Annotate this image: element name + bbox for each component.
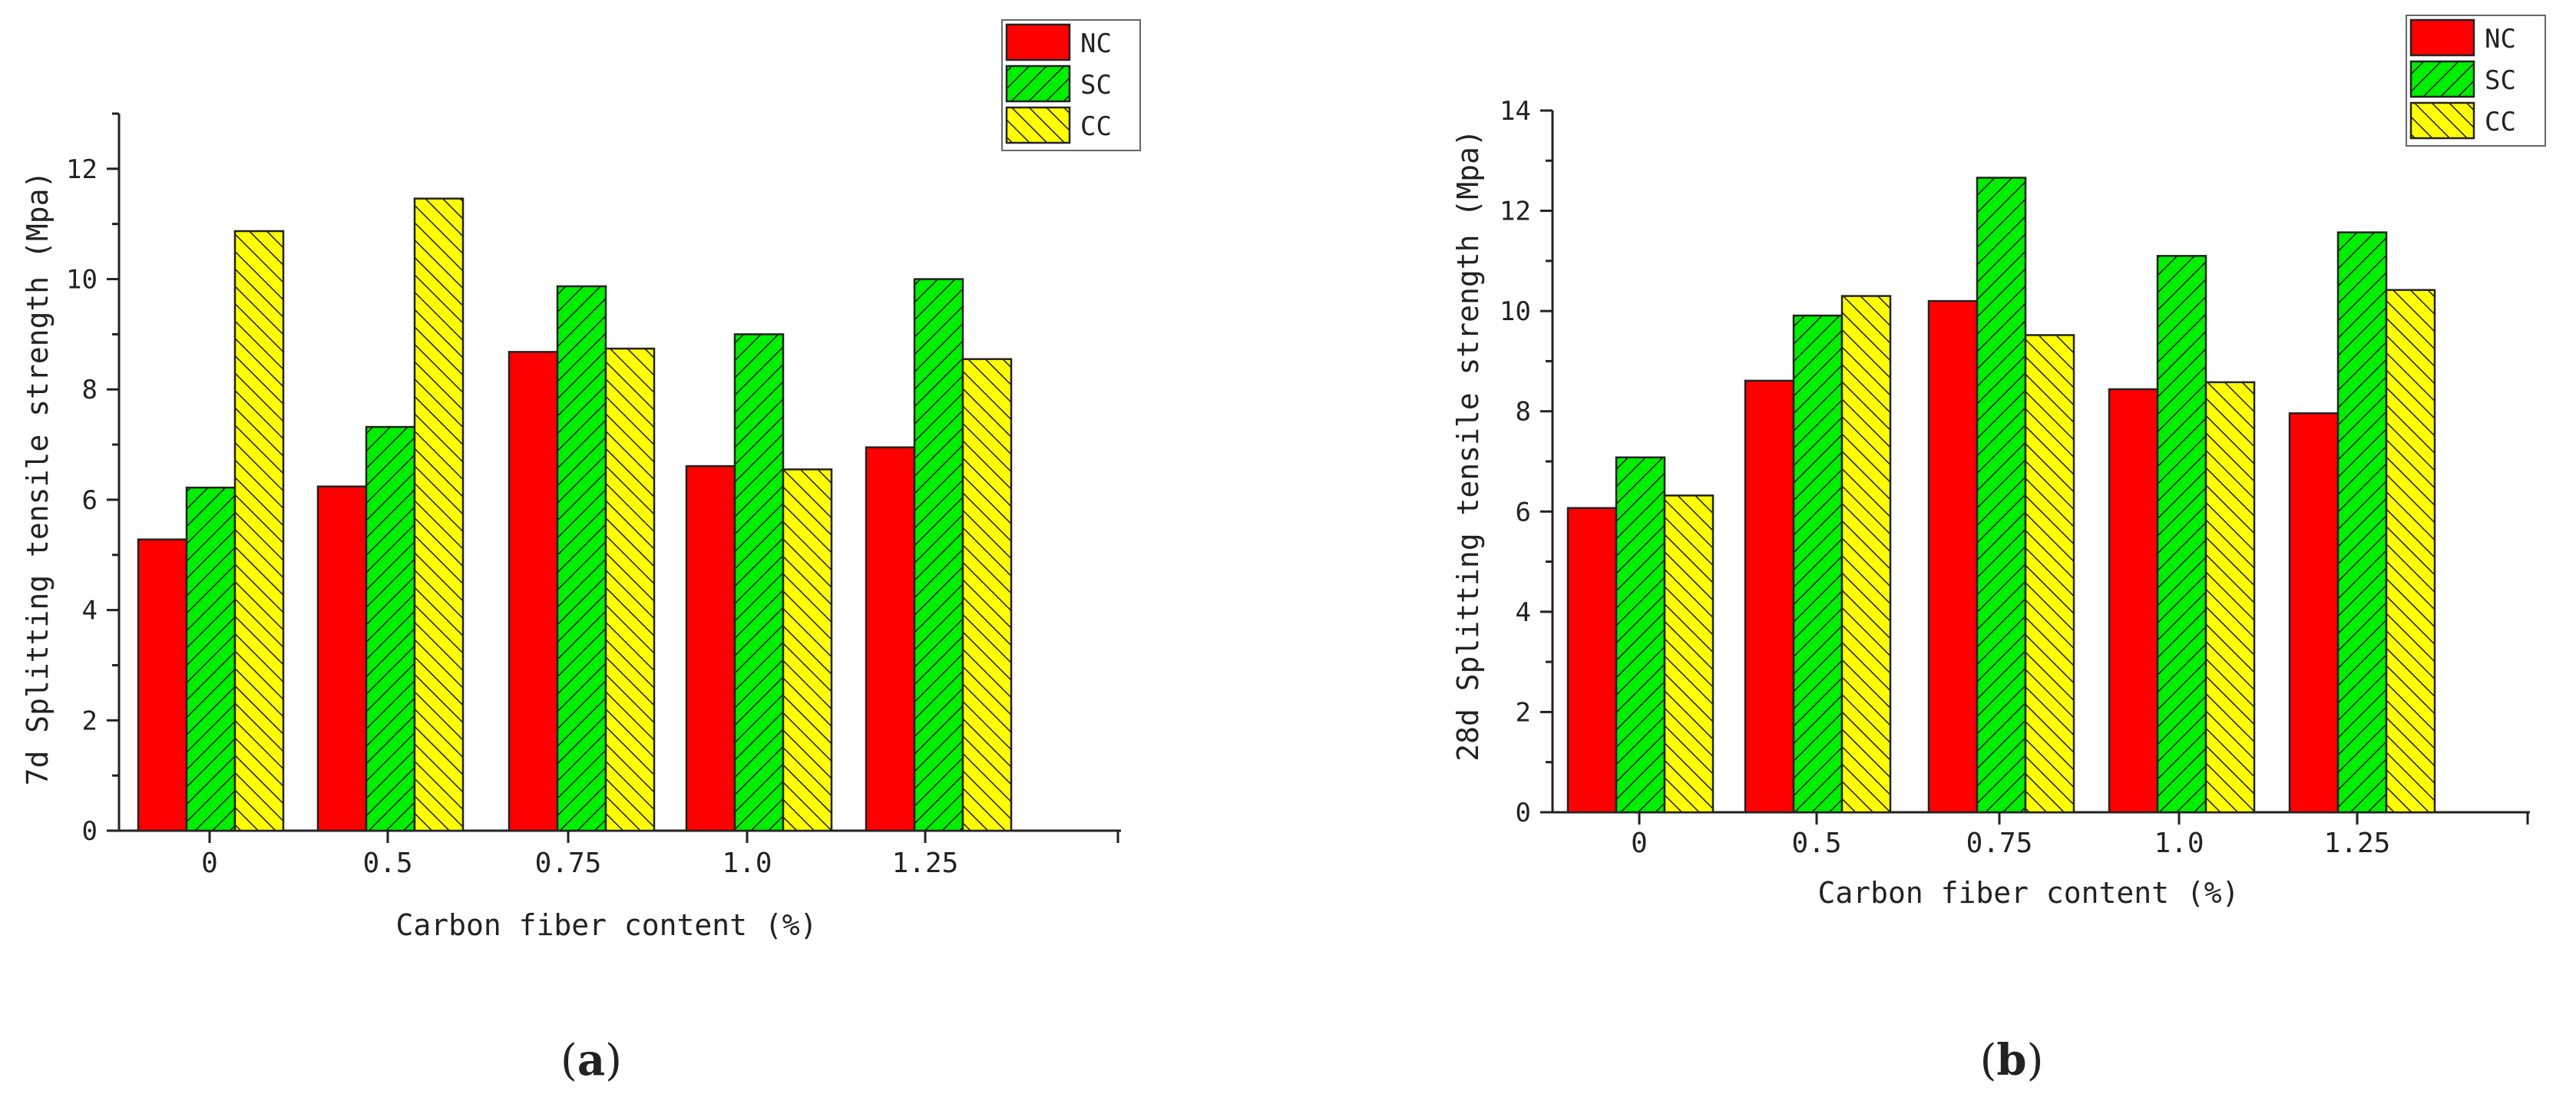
bar-nc-1_25 (865, 446, 916, 832)
bar-sc-0_75 (556, 285, 607, 832)
bar-sc-1_25 (2336, 231, 2388, 814)
bar-cc-0_5 (413, 197, 465, 832)
bar-cc-1_25 (961, 358, 1013, 832)
bar-cc-0_75 (604, 347, 656, 832)
x-tick-label: 0.75 (1966, 828, 2033, 859)
bar-cc-1_25 (2385, 289, 2436, 814)
bar-cc-1_0 (2204, 381, 2256, 814)
bar-nc-0 (1566, 507, 1618, 814)
chart-panel-b: 0 2 4 6 8 10 12 14 0 0.5 0.75 1.0 1.25 Carbon fiber… (1451, 15, 2546, 1086)
y-tick-label: 2 (1516, 697, 1531, 728)
x-tick-label: 0.5 (1791, 828, 1841, 859)
bars-b (1566, 177, 2436, 814)
y-tick-labels-b: 0 2 4 6 8 10 12 14 (1500, 96, 1531, 828)
y-axis-label-a: 7d Splitting tensile strength (Mpa) (21, 171, 55, 786)
panel-caption-a: (a) (561, 1035, 622, 1086)
legend-swatch-sc (2409, 60, 2475, 98)
x-tick-labels-a: 0 0.5 0.75 1.0 1.25 (201, 848, 958, 879)
bar-cc-0_75 (2024, 334, 2075, 814)
bar-nc-0_5 (1744, 379, 1795, 814)
y-axis-label-b: 28d Splitting tensile strength (Mpa) (1451, 129, 1485, 762)
x-axis-label-b: Carbon fiber content (%) (1817, 876, 2239, 910)
legend-label-sc: SC (2485, 65, 2516, 96)
panel-letter-b: b (1996, 1035, 2026, 1086)
bar-sc-0 (1615, 456, 1666, 814)
panel-caption-b: (b) (1980, 1035, 2044, 1086)
x-tick-label: 1.25 (2324, 828, 2391, 859)
bar-cc-0_5 (1840, 295, 1892, 814)
bar-sc-0_75 (1976, 177, 2027, 814)
x-tick-label: 1.0 (722, 848, 772, 879)
x-tick-label: 0 (201, 848, 218, 879)
bar-nc-0_75 (508, 351, 559, 832)
x-tick-label: 0.75 (535, 848, 602, 879)
y-tick-label: 10 (1500, 296, 1531, 327)
bar-nc-0_5 (316, 485, 368, 832)
bar-cc-0 (1663, 494, 1715, 814)
bar-nc-1_25 (2288, 412, 2340, 814)
y-tick-label: 0 (82, 816, 98, 847)
legend-swatch-nc (2409, 18, 2475, 57)
bar-sc-1_0 (2156, 255, 2207, 814)
bar-cc-1_0 (782, 468, 833, 832)
bar-nc-0 (137, 538, 188, 832)
bar-sc-1_0 (733, 333, 785, 832)
x-tick-label: 0.5 (362, 848, 412, 879)
bar-nc-0_75 (1927, 299, 1979, 814)
y-tick-label: 14 (1500, 96, 1531, 127)
x-tick-labels-b: 0 0.5 0.75 1.0 1.25 (1631, 828, 2390, 859)
y-tick-label: 6 (1516, 497, 1531, 527)
y-tick-label: 10 (66, 265, 98, 296)
bar-sc-0_5 (365, 425, 416, 832)
legend-swatch-cc (1005, 106, 1071, 144)
y-tick-label: 2 (82, 706, 98, 736)
x-tick-label: 1.25 (892, 848, 959, 879)
y-tick-labels-a: 0 2 4 6 8 10 12 (66, 154, 98, 847)
legend-label-cc: CC (1080, 111, 1112, 142)
y-tick-label: 4 (1516, 597, 1531, 628)
legend-b: NC SC CC (2406, 15, 2546, 147)
legend-label-sc: SC (1080, 70, 1112, 101)
legend-swatch-cc (2409, 101, 2475, 140)
bars-a (137, 197, 1013, 832)
y-tick-label: 12 (1500, 197, 1531, 227)
bar-sc-0_5 (1792, 314, 1844, 814)
y-tick-label: 0 (1516, 798, 1531, 828)
legend-label-nc: NC (2485, 24, 2516, 55)
legend-swatch-sc (1005, 64, 1071, 103)
x-axis-label-a: Carbon fiber content (%) (395, 908, 817, 942)
bar-sc-0 (185, 486, 236, 832)
y-tick-label: 6 (82, 485, 98, 516)
x-tick-label: 0 (1631, 828, 1648, 859)
legend-label-cc: CC (2485, 107, 2516, 137)
legend-a: NC SC CC (1001, 19, 1141, 151)
bar-cc-0 (233, 230, 285, 832)
chart-panel-a: 0 2 4 6 8 10 12 0 0.5 0.75 1.0 1.25 Carbon fiber c… (21, 19, 1141, 1086)
legend-label-nc: NC (1080, 28, 1112, 59)
bar-sc-1_25 (913, 278, 964, 832)
legend-swatch-nc (1005, 23, 1071, 61)
x-tick-label: 1.0 (2154, 828, 2204, 859)
bar-nc-1_0 (2108, 388, 2159, 814)
y-tick-label: 8 (1516, 397, 1531, 428)
bar-nc-1_0 (685, 464, 736, 832)
y-tick-label: 4 (82, 596, 98, 626)
y-tick-label: 8 (82, 375, 98, 405)
panel-letter-a: a (577, 1035, 605, 1086)
y-tick-label: 12 (66, 154, 98, 185)
